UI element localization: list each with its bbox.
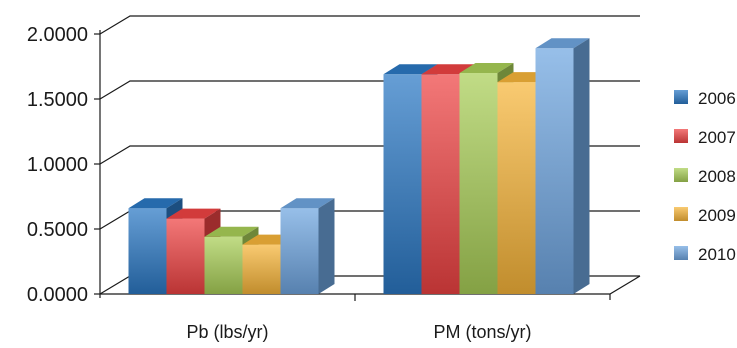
y-tick-label: 1.0000 (27, 154, 88, 176)
legend-item: 2007 (674, 128, 736, 147)
y-tick-label: 2.0000 (27, 24, 88, 46)
legend-item: 2010 (674, 245, 736, 264)
y-tick-label: 1.5000 (27, 89, 88, 111)
legend-label: 2008 (698, 167, 736, 186)
legend: 2006 2007 2008 2009 2010 (674, 89, 736, 264)
legend-item: 2006 (674, 89, 736, 108)
category-label: Pb (lbs/yr) (186, 322, 268, 342)
legend-label: 2007 (698, 128, 736, 147)
category-label: PM (tons/yr) (433, 322, 531, 342)
bar (535, 38, 590, 294)
legend-swatch (674, 246, 688, 260)
y-tick-label: 0.0000 (27, 284, 88, 306)
legend-swatch (674, 129, 688, 143)
legend-swatch (674, 90, 688, 104)
bars (128, 38, 590, 294)
legend-label: 2010 (698, 245, 736, 264)
legend-label: 2006 (698, 89, 736, 108)
bar (280, 198, 335, 294)
legend-swatch (674, 168, 688, 182)
legend-swatch (674, 207, 688, 221)
legend-item: 2009 (674, 206, 736, 225)
y-tick-label: 0.5000 (27, 219, 88, 241)
gridline (99, 15, 640, 35)
tick-labels: 0.0000 0.5000 1.0000 1.5000 2.0000 (27, 24, 88, 306)
legend-item: 2008 (674, 167, 736, 186)
legend-label: 2009 (698, 206, 736, 225)
category-labels: Pb (lbs/yr) PM (tons/yr) (186, 322, 531, 342)
